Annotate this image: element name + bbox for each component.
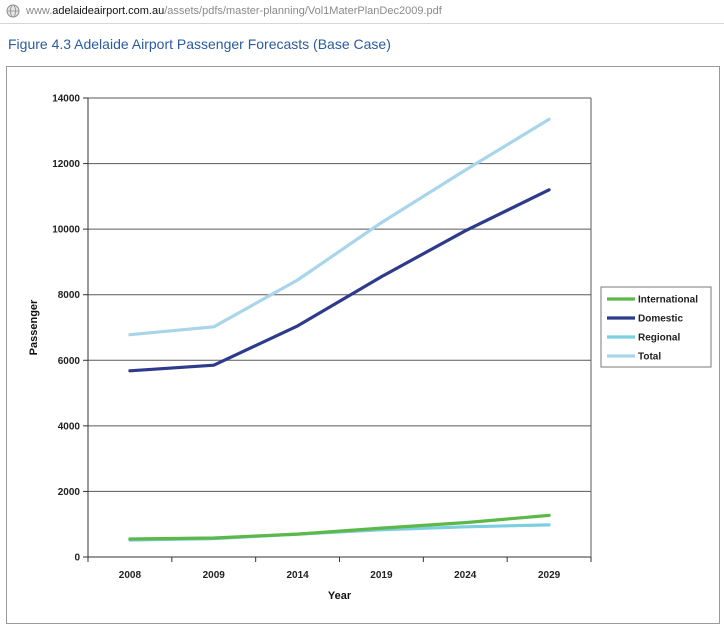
- y-tick-label: 14000: [52, 94, 80, 105]
- x-tick-label: 2024: [454, 570, 477, 581]
- series-line-domestic: [128, 188, 551, 373]
- y-axis-title: Passenger: [28, 299, 40, 355]
- x-tick-label: 2019: [370, 570, 393, 581]
- y-tick-label: 6000: [58, 356, 81, 367]
- globe-icon: [6, 4, 20, 18]
- figure-title: Figure 4.3 Adelaide Airport Passenger Fo…: [8, 36, 391, 52]
- x-axis-title: Year: [328, 590, 352, 602]
- legend-label-total: Total: [638, 352, 661, 363]
- line-chart: 0 2000 4000 6000 8000 10000 12000 14000 2008 2009…: [28, 94, 712, 602]
- series-line-total: [128, 117, 551, 337]
- legend-label-international: International: [638, 295, 698, 306]
- y-tick-label: 8000: [58, 290, 81, 301]
- series-line-international: [128, 513, 551, 541]
- y-tick-label: 10000: [52, 225, 80, 236]
- url-prefix: www.: [26, 5, 53, 17]
- plot-area: [88, 98, 591, 557]
- legend-label-regional: Regional: [638, 333, 680, 344]
- legend-label-domestic: Domestic: [638, 314, 683, 325]
- chart-frame: 0 2000 4000 6000 8000 10000 12000 14000 2008 2009…: [6, 66, 720, 624]
- url-domain: adelaideairport.com.au: [52, 5, 165, 17]
- y-tick-label: 12000: [52, 159, 80, 170]
- y-tick-label: 4000: [58, 421, 81, 432]
- url-path: /assets/pdfs/master-planning/Vol1MaterPl…: [164, 5, 442, 17]
- x-tick-label: 2014: [286, 570, 309, 581]
- x-tick-label: 2008: [119, 570, 142, 581]
- address-bar-divider: [0, 23, 724, 24]
- x-tick-label: 2029: [538, 570, 561, 581]
- y-tick-label: 2000: [58, 487, 81, 498]
- address-bar[interactable]: www. adelaideairport.com.au/assets/pdfs/m…: [0, 0, 724, 22]
- y-tick-label: 0: [74, 553, 80, 564]
- x-tick-label: 2009: [203, 570, 226, 581]
